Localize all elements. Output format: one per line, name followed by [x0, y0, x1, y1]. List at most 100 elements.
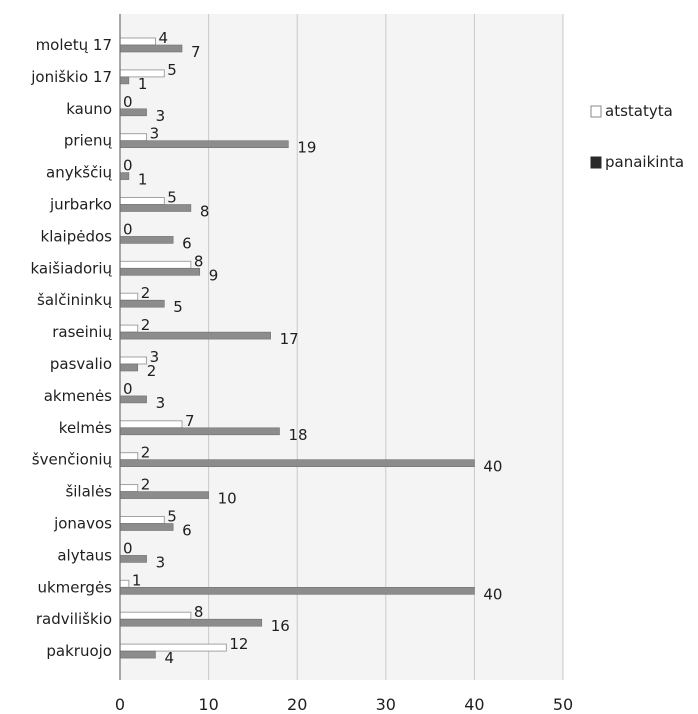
- bar-atstatyta: [119, 324, 139, 333]
- data-label-panaikinta: 3: [156, 394, 166, 412]
- category-label: pakruojo: [46, 642, 112, 660]
- data-label-panaikinta: 3: [156, 553, 166, 571]
- data-label-panaikinta: 40: [483, 585, 502, 603]
- data-label-atstatyta: 0: [123, 93, 133, 111]
- data-label-atstatyta: 8: [194, 252, 204, 270]
- data-label-atstatyta: 0: [123, 380, 133, 398]
- bar-atstatyta: [119, 37, 156, 46]
- bar-panaikinta: [119, 650, 156, 659]
- data-labels: 4751033190158068925217320371824021056031…: [123, 29, 502, 667]
- category-label: šalčininkų: [37, 291, 112, 309]
- bar-panaikinta: [119, 459, 475, 468]
- data-label-atstatyta: 5: [167, 61, 177, 79]
- data-label-panaikinta: 17: [280, 330, 299, 348]
- data-label-atstatyta: 0: [123, 539, 133, 557]
- data-label-panaikinta: 18: [288, 426, 307, 444]
- category-label: alytaus: [57, 546, 112, 564]
- data-label-atstatyta: 0: [123, 220, 133, 238]
- category-label: pasvalio: [50, 355, 112, 373]
- bar-panaikinta: [119, 523, 174, 531]
- bar-panaikinta: [119, 267, 201, 276]
- data-label-panaikinta: 6: [182, 234, 192, 252]
- category-label: klaipėdos: [41, 227, 113, 245]
- bar-panaikinta: [119, 44, 183, 53]
- data-label-atstatyta: 2: [141, 316, 151, 334]
- data-label-panaikinta: 4: [164, 649, 174, 667]
- x-tick-label: 20: [287, 695, 307, 714]
- bar-atstatyta: [119, 197, 165, 205]
- bar-panaikinta: [119, 618, 263, 627]
- data-label-atstatyta: 2: [141, 476, 151, 494]
- legend-label-panaikinta: panaikinta: [605, 153, 684, 171]
- category-label: kelmės: [59, 419, 112, 437]
- x-tick-label: 40: [464, 695, 484, 714]
- plot-area: [120, 14, 563, 680]
- axes: 0 10 20 30 40 50: [115, 14, 573, 714]
- data-label-panaikinta: 7: [191, 43, 201, 61]
- bar-panaikinta: [119, 427, 280, 436]
- data-label-panaikinta: 8: [200, 203, 210, 221]
- bar-panaikinta: [119, 76, 130, 85]
- data-label-atstatyta: 1: [132, 571, 142, 589]
- category-label: anykščių: [46, 164, 112, 182]
- category-label: joniškio 17: [30, 68, 112, 86]
- category-label: raseinių: [52, 323, 112, 341]
- x-tick-label: 0: [115, 695, 125, 714]
- data-label-atstatyta: 2: [141, 444, 151, 462]
- category-label: radviliškio: [36, 610, 112, 628]
- data-label-atstatyta: 5: [167, 189, 177, 207]
- data-label-panaikinta: 16: [271, 617, 290, 635]
- data-label-atstatyta: 12: [229, 635, 248, 653]
- category-label: šilalės: [65, 483, 112, 501]
- data-label-atstatyta: 4: [158, 29, 168, 47]
- legend-swatch-panaikinta: [590, 156, 602, 169]
- category-label: ukmergės: [37, 578, 112, 596]
- bar-panaikinta: [119, 491, 209, 499]
- data-label-panaikinta: 10: [218, 490, 237, 508]
- bar-atstatyta: [119, 292, 139, 301]
- legend: atstatyta panaikinta: [590, 102, 684, 171]
- data-label-panaikinta: 5: [173, 298, 183, 316]
- category-label: moletų 17: [36, 36, 112, 54]
- bar-panaikinta: [119, 363, 139, 372]
- category-label: kauno: [66, 100, 112, 118]
- bar-atstatyta: [119, 133, 148, 142]
- x-tick-label: 30: [376, 695, 396, 714]
- data-label-panaikinta: 1: [138, 75, 148, 93]
- bar-atstatyta: [119, 356, 148, 365]
- data-label-panaikinta: 3: [156, 107, 166, 125]
- bar-atstatyta: [119, 260, 192, 269]
- plot-background: [120, 14, 563, 680]
- category-label: akmenės: [44, 387, 112, 405]
- data-label-panaikinta: 2: [147, 362, 157, 380]
- bar-panaikinta: [119, 586, 475, 595]
- category-label: jurbarko: [49, 196, 112, 214]
- data-label-atstatyta: 3: [150, 125, 160, 143]
- category-labels: moletų 17 joniškio 17 kauno prienų anykščių j…: [30, 36, 112, 660]
- category-label: jonavos: [53, 515, 112, 533]
- bar-atstatyta: [119, 516, 165, 524]
- data-label-atstatyta: 0: [123, 157, 133, 175]
- x-tick-label: 10: [198, 695, 218, 714]
- bar-atstatyta: [119, 611, 192, 620]
- legend-label-atstatyta: atstatyta: [605, 102, 673, 120]
- category-label: kaišiadorių: [31, 259, 113, 277]
- bar-atstatyta: [119, 420, 183, 429]
- data-label-atstatyta: 5: [167, 508, 177, 526]
- data-label-panaikinta: 1: [138, 171, 148, 189]
- data-label-panaikinta: 19: [297, 139, 316, 157]
- category-label: prienų: [64, 132, 113, 150]
- data-label-panaikinta: 9: [209, 266, 219, 284]
- x-tick-label: 50: [553, 695, 573, 714]
- data-label-atstatyta: 8: [194, 603, 204, 621]
- data-label-atstatyta: 2: [141, 284, 151, 302]
- bar-panaikinta: [119, 140, 289, 148]
- bars: [119, 37, 475, 659]
- gridlines: [208, 14, 564, 680]
- legend-swatch-atstatyta: [590, 105, 602, 118]
- category-label: švenčionių: [32, 451, 113, 469]
- data-label-panaikinta: 6: [182, 522, 192, 540]
- bar-atstatyta: [119, 484, 139, 493]
